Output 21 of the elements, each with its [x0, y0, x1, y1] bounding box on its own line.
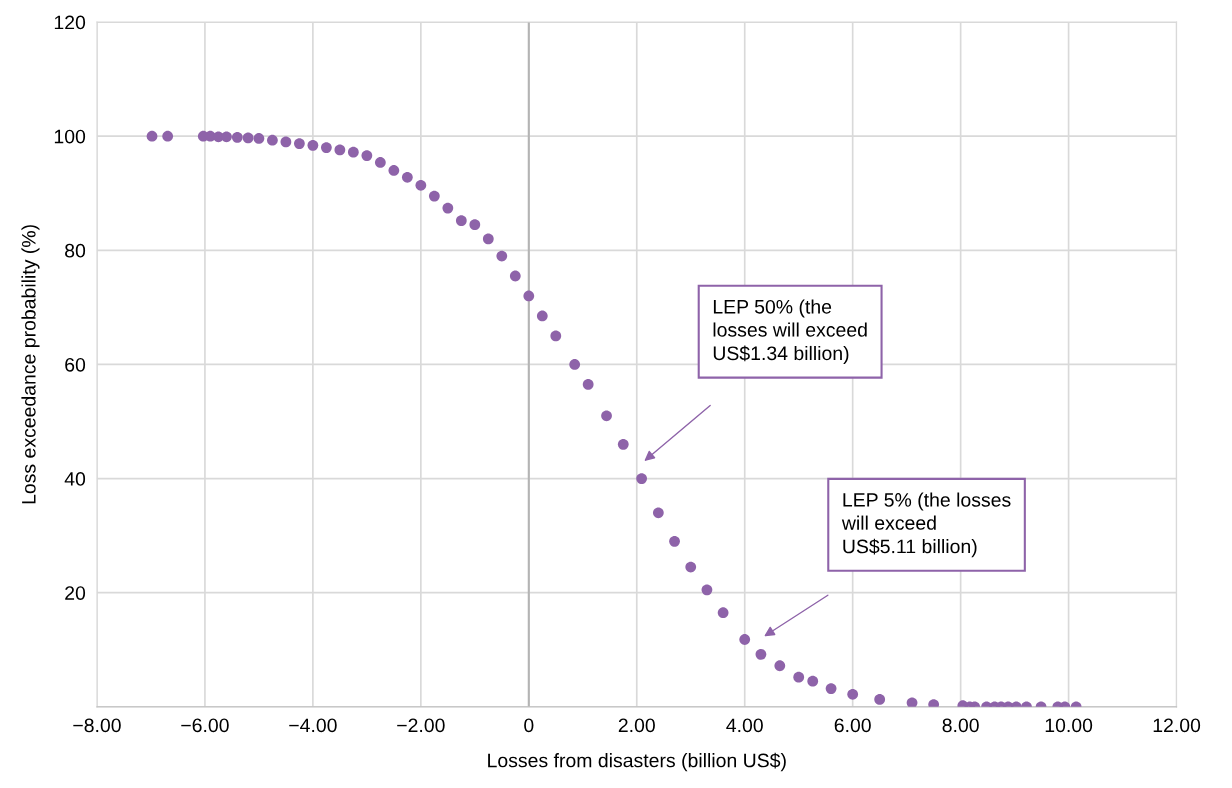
y-tick-label: 100 — [54, 129, 86, 144]
x-tick-label: −2.00 — [397, 718, 445, 733]
x-tick-label: 2.00 — [618, 718, 655, 733]
x-tick-label: 4.00 — [726, 718, 763, 733]
y-tick-label: 80 — [65, 243, 86, 258]
x-tick-label: 6.00 — [834, 718, 871, 733]
x-tick-label: 8.00 — [942, 718, 979, 733]
x-tick-label: −4.00 — [289, 718, 337, 733]
x-axis-title: Losses from disasters (billion US$) — [488, 752, 786, 772]
x-tick-label: 0 — [524, 718, 534, 733]
y-tick-label: 120 — [54, 15, 86, 30]
annotation: LEP 50% (the losses will exceed US$1.34 billion) — [713, 299, 867, 365]
x-tick-label: 12.00 — [1153, 718, 1201, 733]
x-tick-label: −8.00 — [73, 718, 121, 733]
y-tick-label: 60 — [65, 357, 86, 372]
y-tick-label: 20 — [65, 586, 86, 600]
y-tick-label: 40 — [64, 472, 86, 486]
annotation: LEP 5% (the losses will exceed US$5.11 billion) — [841, 492, 1011, 558]
x-tick-label: −6.00 — [181, 718, 229, 733]
y-axis-title: Loss exceedance probability (%) — [21, 225, 40, 504]
x-tick-label: 10.00 — [1045, 718, 1093, 733]
